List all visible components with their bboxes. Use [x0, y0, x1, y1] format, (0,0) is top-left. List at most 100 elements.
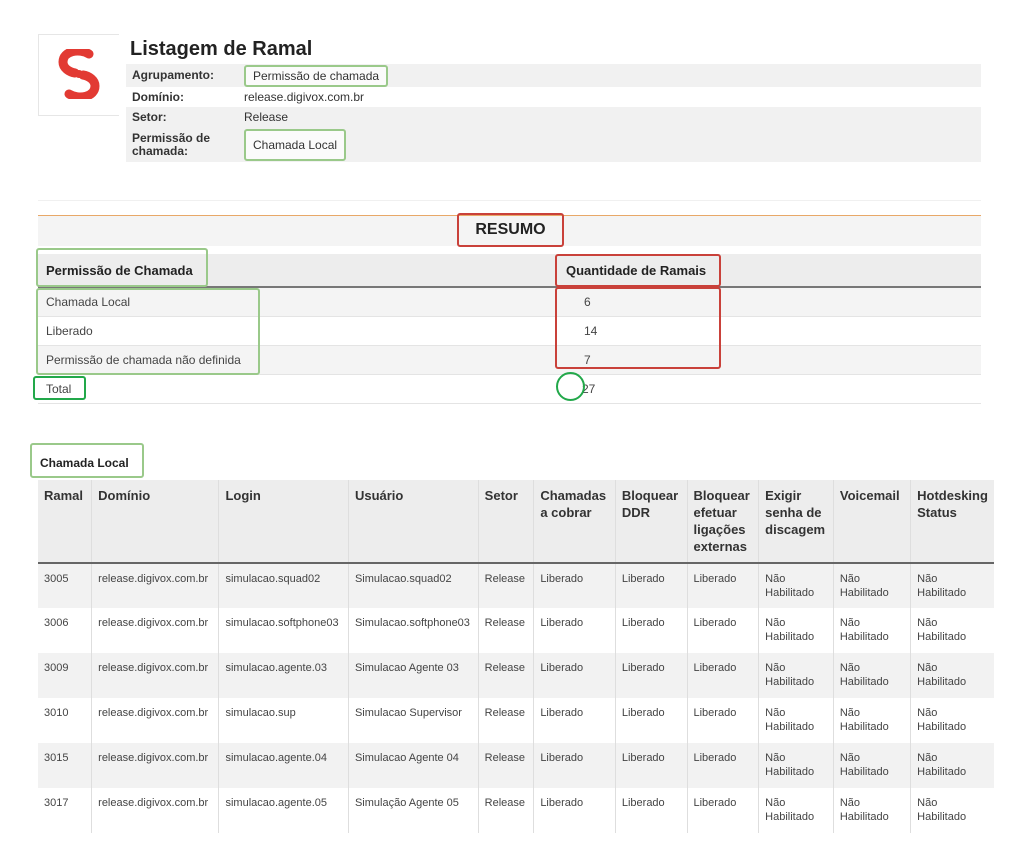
logo-frame	[38, 34, 119, 116]
summary-header-permissao: Permissão de Chamada	[38, 254, 554, 288]
cell-bloquear-ddr: Liberado	[614, 698, 687, 743]
report-info-table: Agrupamento: Permissão de chamada Domíni…	[126, 64, 981, 162]
cell-ramal: 3006	[38, 608, 92, 653]
summary-total-label: Total	[38, 374, 554, 404]
cell-bloquear-ddr: Liberado	[614, 788, 687, 833]
cell-bloquear-ddr: Liberado	[614, 743, 687, 788]
cell-setor: Release	[477, 788, 534, 833]
cell-usuario: Simulacao.squad02	[347, 563, 479, 608]
cell-chamadas-cobrar: Liberado	[533, 743, 616, 788]
cell-usuario: Simulacao Supervisor	[347, 698, 479, 743]
info-row-agrupamento: Agrupamento: Permissão de chamada	[126, 64, 981, 87]
cell-hotdesking: Não Habilitado	[910, 698, 994, 743]
summary-row-value: 7	[554, 345, 981, 375]
cell-login: simulacao.agente.05	[218, 788, 349, 833]
cell-voicemail: Não Habilitado	[832, 788, 911, 833]
cell-voicemail: Não Habilitado	[832, 653, 911, 698]
cell-bloquear-externas: Liberado	[686, 653, 759, 698]
cell-senha: Não Habilitado	[758, 788, 834, 833]
info-value-agrupamento: Permissão de chamada	[244, 64, 389, 87]
info-row-setor: Setor: Release	[126, 107, 981, 127]
cell-setor: Release	[477, 653, 534, 698]
cell-hotdesking: Não Habilitado	[910, 653, 994, 698]
cell-voicemail: Não Habilitado	[832, 698, 911, 743]
info-label: Domínio:	[132, 89, 184, 104]
cell-senha: Não Habilitado	[758, 653, 834, 698]
cell-login: simulacao.sup	[218, 698, 349, 743]
cell-setor: Release	[477, 743, 534, 788]
column-header: Bloquear efetuar ligações externas	[686, 480, 759, 564]
table-row: 3005 release.digivox.com.br simulacao.sq…	[38, 563, 994, 608]
cell-senha: Não Habilitado	[758, 608, 834, 653]
cell-chamadas-cobrar: Liberado	[533, 788, 616, 833]
column-header: Bloquear DDR	[614, 480, 687, 564]
cell-ramal: 3015	[38, 743, 92, 788]
summary-row: Liberado 14	[38, 316, 981, 346]
cell-chamadas-cobrar: Liberado	[533, 698, 616, 743]
cell-ramal: 3017	[38, 788, 92, 833]
cell-setor: Release	[477, 563, 534, 608]
table-row: 3015 release.digivox.com.br simulacao.ag…	[38, 743, 994, 788]
cell-bloquear-ddr: Liberado	[614, 563, 687, 608]
cell-bloquear-externas: Liberado	[686, 698, 759, 743]
cell-bloquear-externas: Liberado	[686, 788, 759, 833]
page-title: Listagem de Ramal	[130, 38, 313, 60]
cell-login: simulacao.squad02	[218, 563, 349, 608]
cell-dominio: release.digivox.com.br	[91, 698, 219, 743]
cell-login: simulacao.softphone03	[218, 608, 349, 653]
cell-dominio: release.digivox.com.br	[91, 788, 219, 833]
s-logo-icon	[58, 49, 100, 99]
cell-usuario: Simulação Agente 05	[347, 788, 479, 833]
summary-row-label: Liberado	[38, 316, 554, 346]
info-value-setor: Release	[244, 110, 289, 124]
cell-chamadas-cobrar: Liberado	[533, 563, 616, 608]
detail-section-label: Chamada Local	[30, 443, 144, 478]
cell-senha: Não Habilitado	[758, 743, 834, 788]
table-row: 3010 release.digivox.com.br simulacao.su…	[38, 698, 994, 743]
resumo-title: RESUMO	[457, 213, 564, 247]
column-header: Usuário	[347, 480, 479, 564]
info-value-permissao: Chamada Local	[244, 128, 347, 161]
cell-setor: Release	[477, 608, 534, 653]
cell-ramal: 3005	[38, 563, 92, 608]
highlight-circle-total-value	[556, 372, 585, 401]
resumo-band	[38, 216, 981, 246]
detail-header-row: Ramal Domínio Login Usuário Setor Chamad…	[38, 480, 994, 564]
cell-chamadas-cobrar: Liberado	[533, 653, 616, 698]
info-label: Permissão de chamada:	[132, 130, 211, 158]
summary-row-value: 14	[554, 316, 981, 346]
summary-total-value: 27	[554, 374, 981, 404]
cell-bloquear-externas: Liberado	[686, 608, 759, 653]
cell-usuario: Simulacao.softphone03	[347, 608, 479, 653]
divider	[38, 200, 981, 201]
section-divider	[38, 215, 981, 216]
cell-setor: Release	[477, 698, 534, 743]
column-header: Hotdesking Status	[910, 480, 994, 564]
cell-senha: Não Habilitado	[758, 698, 834, 743]
summary-table: Permissão de Chamada Quantidade de Ramai…	[38, 254, 981, 404]
cell-dominio: release.digivox.com.br	[91, 743, 219, 788]
cell-chamadas-cobrar: Liberado	[533, 608, 616, 653]
summary-header-quantidade: Quantidade de Ramais	[554, 254, 981, 288]
column-header: Ramal	[38, 480, 92, 564]
column-header: Voicemail	[832, 480, 911, 564]
table-row: 3009 release.digivox.com.br simulacao.ag…	[38, 653, 994, 698]
cell-dominio: release.digivox.com.br	[91, 563, 219, 608]
cell-dominio: release.digivox.com.br	[91, 653, 219, 698]
info-label: Setor:	[132, 109, 167, 124]
cell-bloquear-ddr: Liberado	[614, 608, 687, 653]
cell-login: simulacao.agente.04	[218, 743, 349, 788]
info-value-dominio: release.digivox.com.br	[244, 90, 365, 104]
cell-senha: Não Habilitado	[758, 563, 834, 608]
summary-row: Chamada Local 6	[38, 287, 981, 317]
column-header: Setor	[477, 480, 534, 564]
summary-row-label: Permissão de chamada não definida	[38, 345, 554, 375]
table-row: 3006 release.digivox.com.br simulacao.so…	[38, 608, 994, 653]
summary-row: Permissão de chamada não definida 7	[38, 345, 981, 375]
column-header: Chamadas a cobrar	[533, 480, 616, 564]
cell-voicemail: Não Habilitado	[832, 563, 911, 608]
cell-bloquear-externas: Liberado	[686, 743, 759, 788]
cell-dominio: release.digivox.com.br	[91, 608, 219, 653]
summary-row-value: 6	[554, 287, 981, 317]
